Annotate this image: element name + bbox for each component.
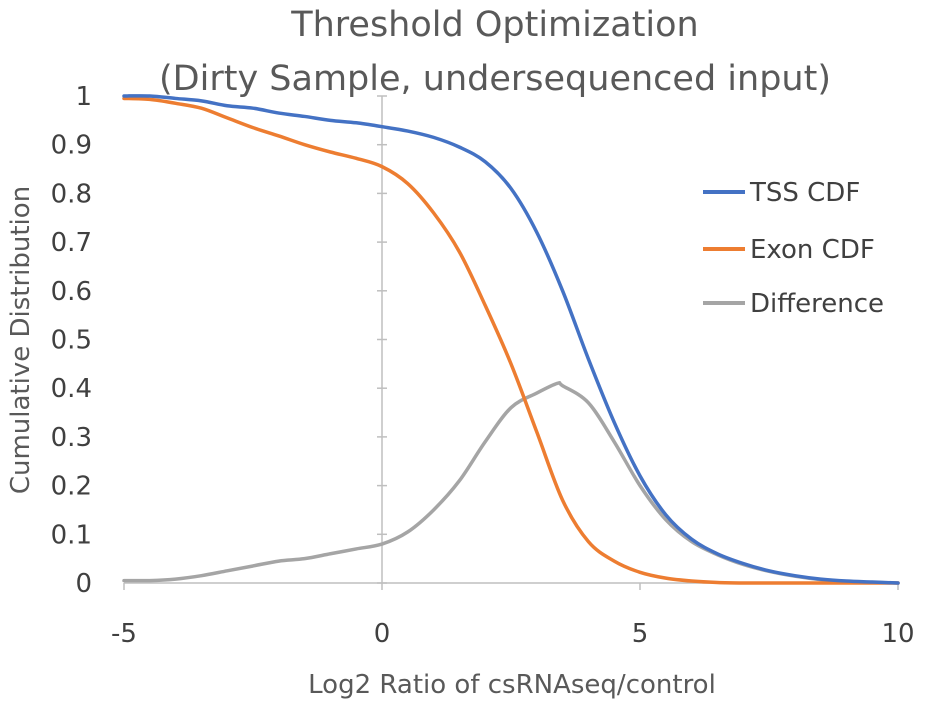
x-tick-label: 0 (374, 619, 391, 649)
x-tick-label: 5 (632, 619, 649, 649)
legend: TSS CDF Exon CDF Difference (703, 178, 884, 319)
x-axis-label: Log2 Ratio of csRNAseq/control (308, 670, 716, 700)
y-tick-group: 0 0.1 0.2 0.3 0.4 0.5 0.6 0.7 0.8 0.9 1 (51, 82, 387, 599)
y-tick-label: 0.1 (51, 520, 92, 550)
y-tick-label: 0.5 (51, 326, 92, 356)
y-tick-label: 0.9 (51, 131, 92, 161)
y-tick-label: 0.8 (51, 179, 92, 209)
chart-title: Threshold Optimization (290, 5, 699, 45)
chart-subtitle: (Dirty Sample, undersequenced input) (159, 59, 831, 99)
y-tick-label: 1 (75, 82, 92, 112)
y-tick-label: 0.7 (51, 228, 92, 258)
y-tick-label: 0.3 (51, 423, 92, 453)
y-tick-label: 0 (75, 569, 92, 599)
legend-label-exon-cdf: Exon CDF (750, 235, 875, 265)
series-line-tss-cdf (122, 94, 900, 585)
series-line-exon-cdf (122, 96, 900, 585)
legend-label-difference: Difference (750, 289, 884, 319)
y-axis-label: Cumulative Distribution (6, 186, 36, 494)
series-layer (122, 94, 900, 585)
series-line-difference (122, 380, 900, 585)
y-tick-label: 0.6 (51, 277, 92, 307)
y-tick-label: 0.4 (51, 374, 92, 404)
axes-group (124, 96, 898, 584)
x-tick-group: -5 0 5 10 (111, 583, 915, 649)
x-tick-label: 10 (881, 619, 914, 649)
x-tick-label: -5 (111, 619, 137, 649)
legend-label-tss-cdf: TSS CDF (749, 178, 860, 208)
y-tick-label: 0.2 (51, 472, 92, 502)
